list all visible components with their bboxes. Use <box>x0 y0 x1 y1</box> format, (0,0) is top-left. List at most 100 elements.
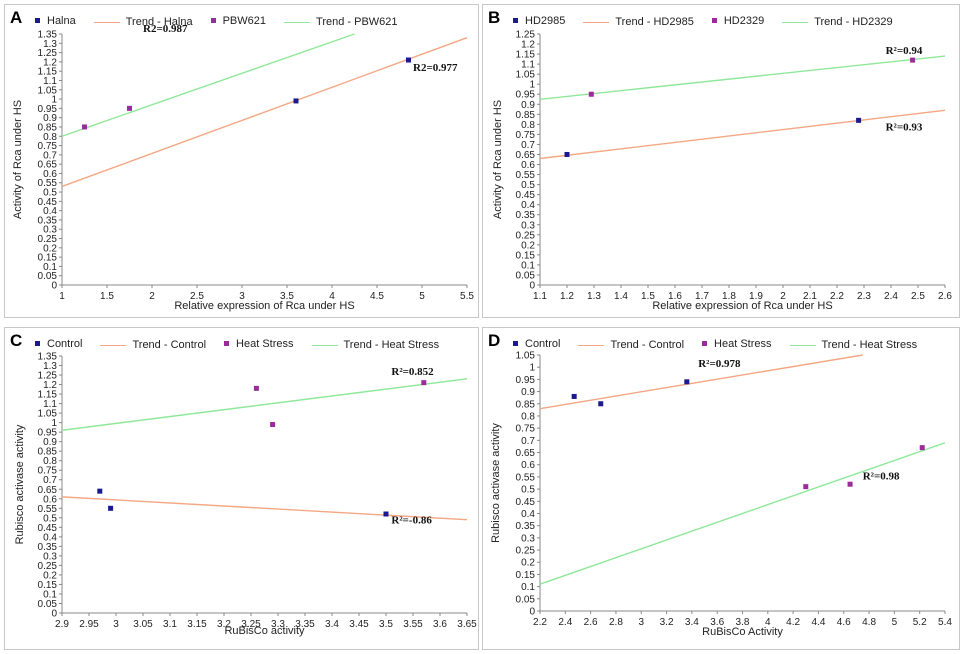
legend-line-icon <box>100 344 127 346</box>
y-tick-label: 0.15 <box>38 253 58 264</box>
y-tick-label: 0.85 <box>38 122 58 133</box>
y-tick-label: 0.05 <box>516 270 536 281</box>
trend-line-pbw621 <box>61 33 355 137</box>
chart-panel-b: B HD2985 Trend - HD2985 HD2329 Trend - HD232… <box>482 4 960 318</box>
x-tick-label: 1.6 <box>668 291 682 302</box>
legend-entry: Control <box>35 338 82 350</box>
x-tick-label: 3.55 <box>403 619 423 630</box>
legend-marker-icon <box>35 341 40 346</box>
x-axis-label: RuBisCo activity <box>224 625 305 637</box>
chart-svg: 00.050.10.150.20.250.30.350.40.450.50.55… <box>12 23 474 312</box>
y-tick-label: 0.3 <box>521 220 535 231</box>
y-tick-label: 0.55 <box>516 170 536 181</box>
x-tick-label: 3.4 <box>325 619 339 630</box>
x-tick-label: 3.3 <box>271 619 285 630</box>
x-tick-label: 4.2 <box>786 617 800 628</box>
y-tick-label: 0.8 <box>521 120 535 131</box>
y-tick-label: 0.7 <box>521 140 535 151</box>
legend-line-icon <box>782 21 809 23</box>
x-tick-label: 1.4 <box>614 291 628 302</box>
y-tick-label: 1.1 <box>43 399 57 410</box>
legend-entry: Trend - Heat Stress <box>789 339 917 351</box>
legend-label: Heat Stress <box>236 337 294 350</box>
x-tick-label: 1.2 <box>560 291 574 302</box>
legend-entry: Heat Stress <box>702 338 772 350</box>
data-point-control <box>108 505 114 511</box>
trend-line-halna <box>61 37 468 188</box>
data-point-heat-stress <box>253 385 259 391</box>
x-tick-label: 3.2 <box>217 619 231 630</box>
y-tick-label: 0.2 <box>521 558 535 569</box>
y-tick-label: 0.2 <box>521 240 535 251</box>
y-tick-label: 0.1 <box>43 589 57 600</box>
y-tick-label: 0.05 <box>516 594 536 605</box>
y-tick-label: 0.3 <box>43 225 57 236</box>
y-tick-label: 0.3 <box>521 533 535 544</box>
y-tick-label: 0 <box>51 281 57 292</box>
x-tick-label: 2.3 <box>857 291 871 302</box>
y-tick-label: 0.1 <box>521 260 535 271</box>
legend-line-icon <box>789 344 816 346</box>
y-axis-label: Activity of Rca under HS <box>492 100 504 219</box>
chart-legend: Control Trend - Control Heat Stress Trend -… <box>35 337 457 351</box>
x-tick-label: 2.2 <box>533 617 547 628</box>
y-tick-label: 1.15 <box>38 67 58 78</box>
y-tick-label: 1.05 <box>516 351 536 362</box>
legend-label: Trend - Control <box>132 339 207 352</box>
y-tick-label: 0.7 <box>521 436 535 447</box>
legend-marker-icon <box>210 18 216 23</box>
y-tick-label: 0.75 <box>516 424 536 435</box>
x-tick-label: 4.6 <box>837 617 851 628</box>
data-point-control <box>684 379 690 385</box>
legend-entry: Halna <box>35 15 76 27</box>
x-tick-label: 1.5 <box>641 291 655 302</box>
data-point-pbw621 <box>82 124 87 130</box>
chart-legend: HD2985 Trend - HD2985 HD2329 Trend - HD2329 <box>513 14 911 28</box>
y-axis-label: Rubisco activase activity <box>490 423 502 543</box>
data-point-hd2329 <box>588 91 594 97</box>
data-point-control <box>383 511 389 517</box>
legend-marker-icon <box>35 18 40 23</box>
x-tick-label: 3.15 <box>187 619 207 630</box>
legend-line-icon <box>311 344 338 346</box>
legend-label: Trend - Control <box>610 339 685 352</box>
data-point-control <box>571 393 577 399</box>
trend-line-control <box>539 354 863 410</box>
y-tick-label: 0.65 <box>516 448 536 459</box>
data-point-hd2985 <box>856 117 862 123</box>
x-tick-label: 3.5 <box>280 291 294 302</box>
x-tick-label: 2.6 <box>584 617 598 628</box>
legend-entry: Trend - HD2985 <box>583 16 694 28</box>
y-tick-label: 0.1 <box>521 582 535 593</box>
x-tick-label: 1.3 <box>587 291 601 302</box>
trend-line-heat-stress <box>539 442 946 585</box>
x-tick-label: 3 <box>113 619 119 630</box>
y-tick-label: 0.35 <box>516 210 536 221</box>
panel-letter: A <box>10 8 23 27</box>
x-tick-label: 2.4 <box>884 291 898 302</box>
x-tick-label: 2.9 <box>55 619 69 630</box>
y-tick-label: 0.35 <box>38 215 58 226</box>
y-tick-label: 0.85 <box>516 110 536 121</box>
legend-marker-icon <box>513 18 518 23</box>
y-tick-label: 1.3 <box>43 361 57 372</box>
x-tick-label: 1.5 <box>100 291 114 302</box>
y-tick-label: 0.5 <box>521 485 535 496</box>
y-tick-label: 0.6 <box>43 169 57 180</box>
x-tick-label: 3 <box>638 617 644 628</box>
y-tick-label: 0.8 <box>43 456 57 467</box>
y-axis-label: Activity of Rca under HS <box>12 100 24 219</box>
y-tick-label: 0.35 <box>516 521 536 532</box>
x-tick-label: 2.4 <box>558 617 572 628</box>
y-tick-label: 0.2 <box>43 570 57 581</box>
legend-marker-icon <box>702 341 708 346</box>
x-tick-label: 5.2 <box>913 617 927 628</box>
legend-marker-icon <box>711 18 717 23</box>
x-tick-label: 2 <box>780 291 786 302</box>
r-squared-annotation: R²=-0.86 <box>391 515 432 527</box>
x-tick-label: 2.5 <box>190 291 204 302</box>
y-tick-label: 1.05 <box>38 85 58 96</box>
legend-entry: Trend - Control <box>578 339 684 351</box>
y-tick-label: 0.6 <box>521 460 535 471</box>
y-tick-label: 0.2 <box>43 243 57 254</box>
